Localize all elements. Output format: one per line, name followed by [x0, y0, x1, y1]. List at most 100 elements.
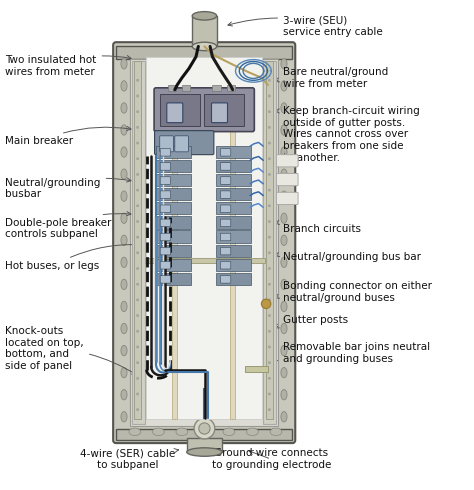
Circle shape	[268, 126, 271, 128]
Circle shape	[137, 268, 139, 270]
Circle shape	[268, 377, 271, 379]
Bar	[216, 202, 252, 215]
Ellipse shape	[281, 81, 287, 91]
Bar	[230, 104, 235, 419]
Circle shape	[199, 423, 210, 434]
Ellipse shape	[192, 42, 217, 50]
Bar	[216, 174, 252, 186]
Ellipse shape	[121, 59, 127, 69]
Ellipse shape	[192, 12, 217, 20]
Bar	[145, 258, 265, 263]
Circle shape	[268, 283, 271, 285]
Bar	[116, 46, 292, 59]
Text: Bonding connector on either
neutral/ground buses: Bonding connector on either neutral/grou…	[275, 281, 432, 303]
Ellipse shape	[281, 213, 287, 223]
FancyBboxPatch shape	[276, 192, 298, 204]
Circle shape	[137, 393, 139, 395]
FancyBboxPatch shape	[160, 177, 171, 184]
Bar	[216, 230, 252, 243]
FancyBboxPatch shape	[160, 233, 171, 241]
FancyBboxPatch shape	[276, 155, 298, 167]
Ellipse shape	[281, 390, 287, 400]
FancyBboxPatch shape	[220, 219, 231, 227]
Bar	[216, 245, 252, 257]
Circle shape	[268, 111, 271, 113]
Circle shape	[268, 173, 271, 175]
Circle shape	[268, 189, 271, 191]
Circle shape	[268, 252, 271, 254]
Circle shape	[137, 283, 139, 285]
Circle shape	[137, 409, 139, 411]
Bar	[116, 429, 292, 441]
Ellipse shape	[223, 428, 235, 436]
FancyBboxPatch shape	[276, 173, 298, 186]
Ellipse shape	[121, 323, 127, 334]
Circle shape	[137, 126, 139, 128]
Text: Keep branch-circuit wiring
outside of gutter posts.
Wires cannot cross over
brea: Keep branch-circuit wiring outside of gu…	[275, 106, 420, 163]
Ellipse shape	[121, 191, 127, 201]
Text: 3-wire (SEU)
service entry cable: 3-wire (SEU) service entry cable	[228, 15, 383, 37]
Text: Double-pole breaker
controls subpanel: Double-pole breaker controls subpanel	[5, 212, 131, 239]
Circle shape	[261, 299, 271, 309]
Bar	[216, 216, 252, 228]
Circle shape	[268, 158, 271, 160]
FancyBboxPatch shape	[175, 136, 189, 152]
Ellipse shape	[121, 103, 127, 113]
FancyBboxPatch shape	[160, 247, 171, 255]
FancyBboxPatch shape	[220, 205, 231, 213]
Ellipse shape	[281, 412, 287, 422]
Bar	[173, 104, 177, 419]
Ellipse shape	[153, 428, 164, 436]
Ellipse shape	[121, 169, 127, 179]
Circle shape	[137, 79, 139, 81]
Ellipse shape	[121, 345, 127, 356]
Ellipse shape	[187, 448, 222, 456]
Circle shape	[268, 409, 271, 411]
Circle shape	[268, 205, 271, 207]
FancyBboxPatch shape	[220, 247, 231, 255]
Bar	[192, 16, 217, 47]
Bar	[216, 160, 252, 172]
Ellipse shape	[121, 235, 127, 245]
Circle shape	[194, 418, 215, 439]
Circle shape	[268, 362, 271, 364]
Circle shape	[137, 330, 139, 332]
Circle shape	[137, 158, 139, 160]
Circle shape	[268, 393, 271, 395]
Ellipse shape	[176, 428, 188, 436]
Circle shape	[268, 299, 271, 301]
Ellipse shape	[121, 125, 127, 135]
FancyBboxPatch shape	[220, 233, 231, 241]
Bar	[227, 85, 235, 91]
Circle shape	[268, 330, 271, 332]
FancyBboxPatch shape	[220, 262, 231, 269]
Circle shape	[268, 346, 271, 348]
Ellipse shape	[121, 412, 127, 422]
Circle shape	[137, 205, 139, 207]
Circle shape	[137, 95, 139, 97]
Bar	[156, 174, 191, 186]
FancyBboxPatch shape	[160, 148, 171, 156]
Ellipse shape	[281, 257, 287, 268]
Ellipse shape	[121, 301, 127, 312]
Circle shape	[137, 362, 139, 364]
Circle shape	[137, 142, 139, 144]
Text: Removable bar joins neutral
and grounding buses: Removable bar joins neutral and groundin…	[270, 343, 430, 364]
Circle shape	[137, 189, 139, 191]
Text: Two insulated hot
wires from meter: Two insulated hot wires from meter	[5, 55, 131, 77]
Bar	[130, 59, 278, 426]
Ellipse shape	[121, 390, 127, 400]
Ellipse shape	[281, 169, 287, 179]
Circle shape	[268, 268, 271, 270]
FancyBboxPatch shape	[160, 205, 171, 213]
Circle shape	[268, 79, 271, 81]
Bar	[216, 188, 252, 200]
FancyBboxPatch shape	[160, 219, 171, 227]
Bar	[216, 273, 252, 285]
Ellipse shape	[281, 235, 287, 245]
Circle shape	[268, 315, 271, 317]
Text: Branch circuits: Branch circuits	[275, 220, 361, 234]
Bar	[156, 188, 191, 200]
Bar	[187, 438, 222, 452]
Circle shape	[137, 377, 139, 379]
